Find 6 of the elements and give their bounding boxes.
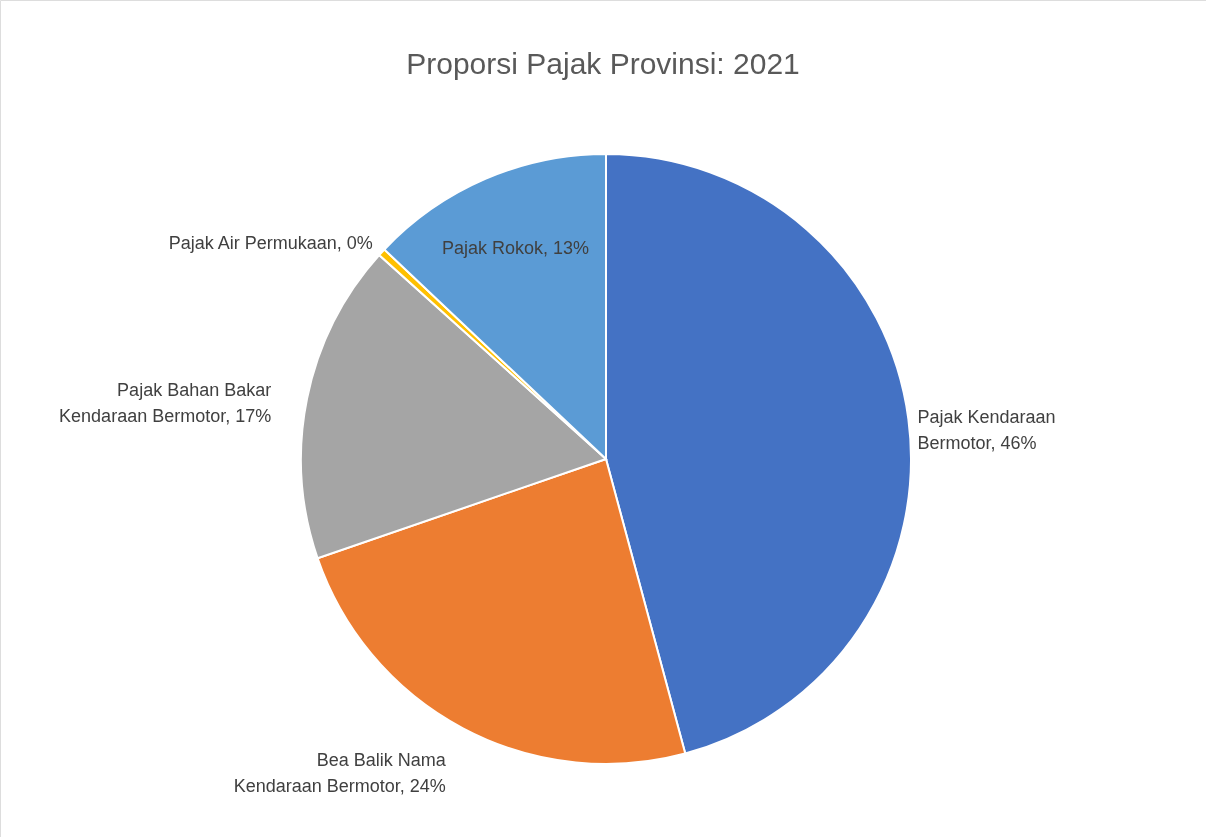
slice-label: Bea Balik Nama Kendaraan Bermotor, 24% — [233, 749, 447, 796]
slice-label: Pajak Bahan Bakar Kendaraan Bermotor, 17% — [59, 380, 272, 427]
slice-label: Pajak Kendaraan Bermotor, 46% — [917, 406, 1056, 453]
slice-label: Pajak Air Permukaan, 0% — [168, 233, 373, 254]
chart-title: Proporsi Pajak Provinsi: 2021 — [406, 47, 800, 80]
slice-label: Pajak Rokok, 13% — [441, 237, 590, 258]
